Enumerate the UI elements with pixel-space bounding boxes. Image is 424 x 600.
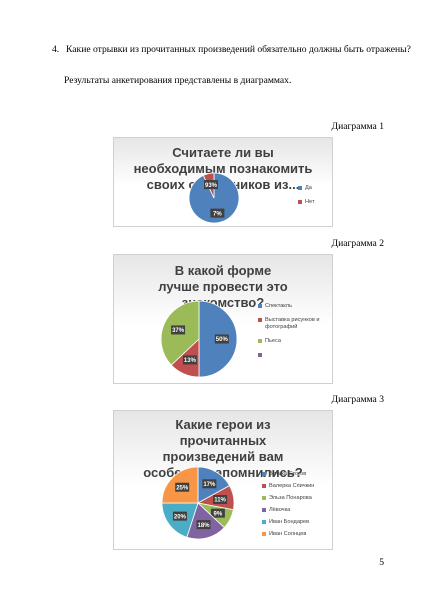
legend-item: Нет — [298, 199, 315, 206]
legend-swatch — [262, 520, 266, 524]
svg-text:50%: 50% — [216, 337, 229, 343]
chart-1-title: Считаете ли вы необходимым познакомить с… — [133, 145, 313, 192]
page-number: 5 — [379, 557, 384, 568]
legend-label: Иван Солнцев — [269, 531, 307, 537]
legend-item: Витька Стогов — [262, 471, 314, 478]
data-label: 18% — [196, 520, 211, 530]
data-label: 11% — [213, 495, 228, 505]
svg-text:20%: 20% — [174, 514, 187, 520]
pie-1-svg: 7% 93% — [188, 172, 240, 224]
legend-swatch — [298, 186, 302, 190]
question: 4. Какие отрывки из прочитанных произвед… — [52, 40, 411, 60]
data-label: 50% — [214, 334, 229, 344]
legend-item: Пьеса — [258, 338, 328, 345]
question-number: 4. — [52, 44, 60, 55]
svg-text:13%: 13% — [184, 358, 197, 364]
legend-label: Лёвочка — [269, 507, 291, 513]
legend-item: Иван Солнцев — [262, 531, 314, 538]
legend-label: Нет — [305, 199, 315, 205]
legend-label: Пьеса — [265, 338, 281, 344]
legend-swatch — [258, 353, 262, 357]
data-label: 17% — [202, 479, 217, 489]
legend-swatch — [298, 200, 302, 204]
svg-text:7%: 7% — [213, 211, 222, 217]
chart-2-legend: Спектакль Выставка рисунков и фотографий… — [258, 303, 328, 357]
data-label: 13% — [182, 355, 197, 365]
legend-item: Иван Бондарев — [262, 519, 314, 526]
legend-item: Да — [298, 185, 315, 192]
legend-label: Витька Стогов — [269, 471, 307, 477]
legend-label: Выставка рисунков и фотографий — [265, 317, 320, 330]
svg-text:11%: 11% — [214, 498, 226, 504]
legend-item: Спектакль — [258, 303, 328, 310]
legend-swatch — [262, 508, 266, 512]
pie-chart-2: В какой форме лучше провести это знакомс… — [113, 254, 333, 384]
legend-swatch — [258, 339, 262, 343]
legend-label: Да — [305, 185, 312, 191]
diagram-3-caption: Диаграмма 3 — [331, 394, 384, 405]
pie-chart-1: Считаете ли вы необходимым познакомить с… — [113, 137, 333, 227]
data-label: 7% — [210, 208, 225, 218]
svg-text:93%: 93% — [205, 183, 218, 189]
svg-text:37%: 37% — [172, 328, 185, 334]
intro-text: Результаты анкетирования представлены в … — [64, 75, 292, 86]
chart-3-legend: Витька Стогов Валерка Спичкин Эльза Пона… — [262, 471, 314, 543]
pie-2-svg: 50% 13% 37% — [160, 300, 238, 378]
data-label: 20% — [172, 511, 187, 521]
legend-item: Валерка Спичкин — [262, 483, 314, 490]
legend-label: Валерка Спичкин — [269, 483, 315, 489]
data-label: 37% — [171, 325, 186, 335]
legend-swatch — [262, 484, 266, 488]
data-label: 25% — [175, 482, 190, 492]
svg-text:17%: 17% — [203, 482, 216, 488]
diagram-2-caption: Диаграмма 2 — [331, 238, 384, 249]
pie-chart-3: Какие герои из прочитанных произведений … — [113, 410, 333, 550]
legend-swatch — [262, 472, 266, 476]
svg-text:18%: 18% — [198, 523, 211, 529]
chart-2-title: В какой форме лучше провести это знакомс… — [158, 263, 288, 310]
legend-swatch — [258, 304, 262, 308]
legend-label: Иван Бондарев — [269, 519, 310, 525]
data-label: 93% — [204, 180, 219, 190]
chart-1-legend: Да Нет — [298, 185, 315, 213]
legend-swatch — [262, 496, 266, 500]
legend-item: Эльза Понарова — [262, 495, 314, 502]
legend-swatch — [262, 532, 266, 536]
diagram-1-caption: Диаграмма 1 — [331, 121, 384, 132]
legend-label: Спектакль — [265, 303, 292, 309]
svg-text:9%: 9% — [214, 511, 223, 517]
legend-label: Эльза Понарова — [269, 495, 312, 501]
pie-3-svg: 17% 11% 9%18% 20% 25% — [161, 466, 235, 540]
legend-item: Выставка рисунков и фотографий — [258, 317, 328, 331]
svg-text:25%: 25% — [176, 485, 189, 491]
legend-item: Лёвочка — [262, 507, 314, 514]
question-text: Какие отрывки из прочитанных произведени… — [66, 44, 411, 55]
data-label: 9% — [210, 508, 225, 518]
legend-swatch — [258, 318, 262, 322]
